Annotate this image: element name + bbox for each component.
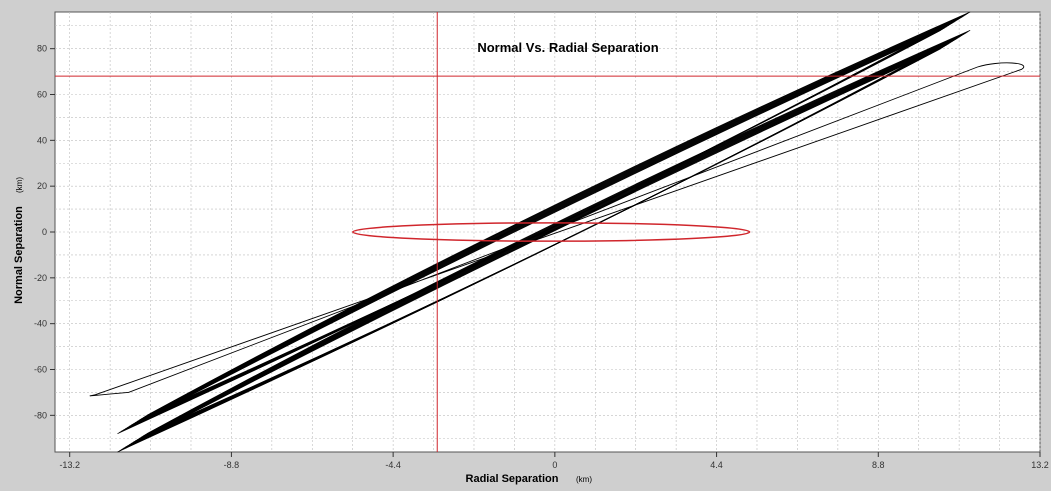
x-axis-title: Radial Separation: [466, 473, 559, 485]
x-tick-label: 0: [552, 460, 557, 470]
error-ellipse: [351, 222, 751, 242]
y-tick-label: 20: [37, 181, 47, 191]
y-axis-title: Normal Separation: [13, 206, 25, 304]
x-tick-label: -13.2: [59, 460, 80, 470]
y-tick-label: -60: [34, 365, 47, 375]
x-tick-label: -8.8: [224, 460, 240, 470]
y-tick-label: 80: [37, 44, 47, 54]
trajectory-curves: [55, 11, 1040, 453]
x-tick-label: 13.2: [1031, 460, 1049, 470]
y-tick-label: 40: [37, 135, 47, 145]
x-tick-label: 4.4: [710, 460, 723, 470]
y-tick-label: -40: [34, 319, 47, 329]
trajectory-outer-loop: [89, 62, 1025, 397]
y-tick-label: -80: [34, 410, 47, 420]
x-axis-unit: (km): [576, 475, 592, 484]
y-tick-label: -20: [34, 273, 47, 283]
trajectory-band-loop: [146, 30, 971, 434]
chart-title: Normal Vs. Radial Separation: [477, 40, 658, 55]
x-tick-label: -4.4: [385, 460, 401, 470]
grid: [55, 12, 1041, 452]
y-axis-ticks: 80 60 40 20 0 -20 -40 -60 -80: [34, 44, 55, 420]
y-tick-label: 60: [37, 90, 47, 100]
x-axis-ticks: -13.2 -8.8 -4.4 0 4.4 8.8 13.2: [59, 452, 1049, 470]
x-tick-label: 8.8: [872, 460, 885, 470]
y-axis-unit: (km): [15, 177, 24, 193]
y-tick-label: 0: [42, 227, 47, 237]
